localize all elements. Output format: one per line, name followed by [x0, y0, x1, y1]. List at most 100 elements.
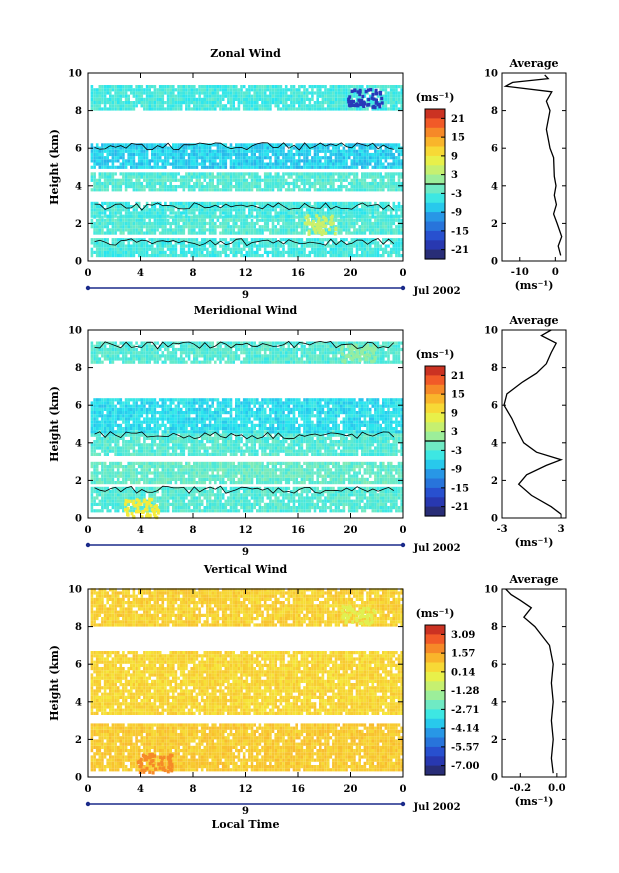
heatmap-cell: [172, 188, 175, 192]
heatmap-cell: [198, 178, 201, 182]
heatmap-cell: [358, 185, 361, 189]
heatmap-cell: [395, 211, 398, 215]
heatmap-cell: [148, 181, 151, 186]
heatmap-cell: [182, 205, 186, 209]
heatmap-cell: [329, 101, 333, 105]
heatmap-cell: [151, 185, 154, 189]
heatmap-cell: [245, 156, 249, 160]
heatmap-cell: [256, 221, 259, 226]
heatmap-cell: [214, 211, 217, 215]
heatmap-cell: [361, 88, 364, 92]
heatmap-cell: [371, 250, 375, 254]
heatmap-cell: [279, 214, 283, 218]
heatmap-cell: [135, 97, 138, 101]
heatmap-cell: [93, 502, 96, 506]
heatmap-cell: [368, 244, 372, 248]
heatmap-cell: [101, 218, 104, 222]
heatmap-cell: [384, 244, 388, 248]
heatmap-cell: [266, 188, 270, 192]
heatmap-cell: [311, 91, 314, 95]
heatmap-cell: [208, 175, 212, 179]
heatmap-cell: [229, 175, 233, 179]
heatmap-cell: [143, 506, 146, 510]
heatmap-cell: [384, 88, 388, 92]
heatmap-cell: [269, 162, 272, 166]
heatmap-cell: [193, 172, 196, 176]
heatmap-cell: [340, 241, 343, 245]
heatmap-cell: [172, 146, 175, 150]
heatmap-cell: [308, 91, 312, 95]
heatmap-cell: [256, 499, 259, 503]
heatmap-cell: [284, 228, 288, 232]
heatmap-cell: [103, 156, 107, 160]
heatmap-cell: [245, 493, 249, 497]
heatmap-cell: [282, 502, 285, 506]
heatmap-cell: [130, 244, 133, 248]
heatmap-cell: [235, 201, 238, 205]
heatmap-cell: [93, 188, 96, 192]
heatmap-cell: [148, 221, 151, 226]
heatmap-cell: [248, 244, 251, 248]
heatmap-cell: [269, 214, 272, 218]
heatmap-cell: [261, 244, 264, 248]
heatmap-cell: [214, 205, 217, 209]
heatmap-cell: [219, 101, 222, 105]
heatmap-cell: [371, 506, 375, 510]
heatmap-cell: [368, 228, 372, 232]
heatmap-cell: [224, 149, 228, 153]
heatmap-cell: [164, 499, 167, 503]
heatmap-cell: [340, 101, 343, 105]
heatmap-cell: [321, 205, 325, 209]
heatmap-cell: [229, 214, 233, 218]
heatmap-cell: [151, 175, 154, 179]
heatmap-cell: [229, 208, 233, 212]
heatmap-cell: [258, 97, 262, 101]
heatmap-cell: [332, 149, 335, 153]
colorbar-tick-label: -21: [451, 245, 469, 256]
heatmap-cell: [166, 101, 170, 105]
heatmap-cell: [290, 205, 293, 209]
heatmap-cell: [305, 91, 309, 95]
heatmap-cell: [313, 250, 317, 254]
heatmap-cell: [371, 181, 375, 186]
heatmap-cell: [240, 205, 243, 209]
heatmap-cell: [334, 91, 338, 95]
heatmap-cell: [211, 101, 214, 105]
heatmap-cell: [93, 231, 96, 235]
heatmap-cell: [313, 214, 317, 218]
heatmap-cell: [169, 178, 172, 182]
heatmap-cell: [400, 185, 403, 189]
heatmap-cell: [227, 178, 230, 182]
heatmap-cell: [177, 146, 180, 150]
heatmap-cell: [148, 85, 151, 89]
heatmap-cell: [151, 188, 154, 192]
heatmap-cell: [185, 172, 188, 176]
heatmap-cell: [395, 143, 398, 147]
heatmap-cell: [148, 162, 151, 166]
heatmap-cell: [190, 225, 193, 229]
heatmap-cell: [250, 493, 254, 497]
heatmap-cell: [130, 91, 133, 95]
heatmap-cell: [256, 211, 259, 215]
heatmap-cell: [143, 88, 146, 92]
heatmap-cell: [95, 143, 99, 147]
heatmap-cell: [397, 178, 401, 182]
heatmap-cell: [347, 107, 351, 111]
colorbar-segment: [425, 202, 445, 213]
heatmap-cell: [371, 107, 375, 111]
heatmap-cell: [277, 502, 280, 506]
heatmap-cell: [284, 104, 288, 108]
heatmap-cell: [179, 165, 183, 169]
heatmap-cell: [340, 156, 343, 160]
heatmap-cell: [190, 97, 193, 101]
heatmap-cell: [124, 185, 128, 189]
heatmap-cell: [143, 214, 146, 218]
heatmap-cell: [347, 205, 351, 209]
heatmap-cell: [256, 146, 259, 150]
heatmap-cell: [185, 97, 188, 101]
heatmap-cell: [235, 205, 238, 209]
heatmap-cell: [151, 241, 154, 245]
heatmap-cell: [148, 107, 151, 111]
feature-cell: [306, 220, 310, 224]
heatmap-cell: [232, 91, 235, 95]
